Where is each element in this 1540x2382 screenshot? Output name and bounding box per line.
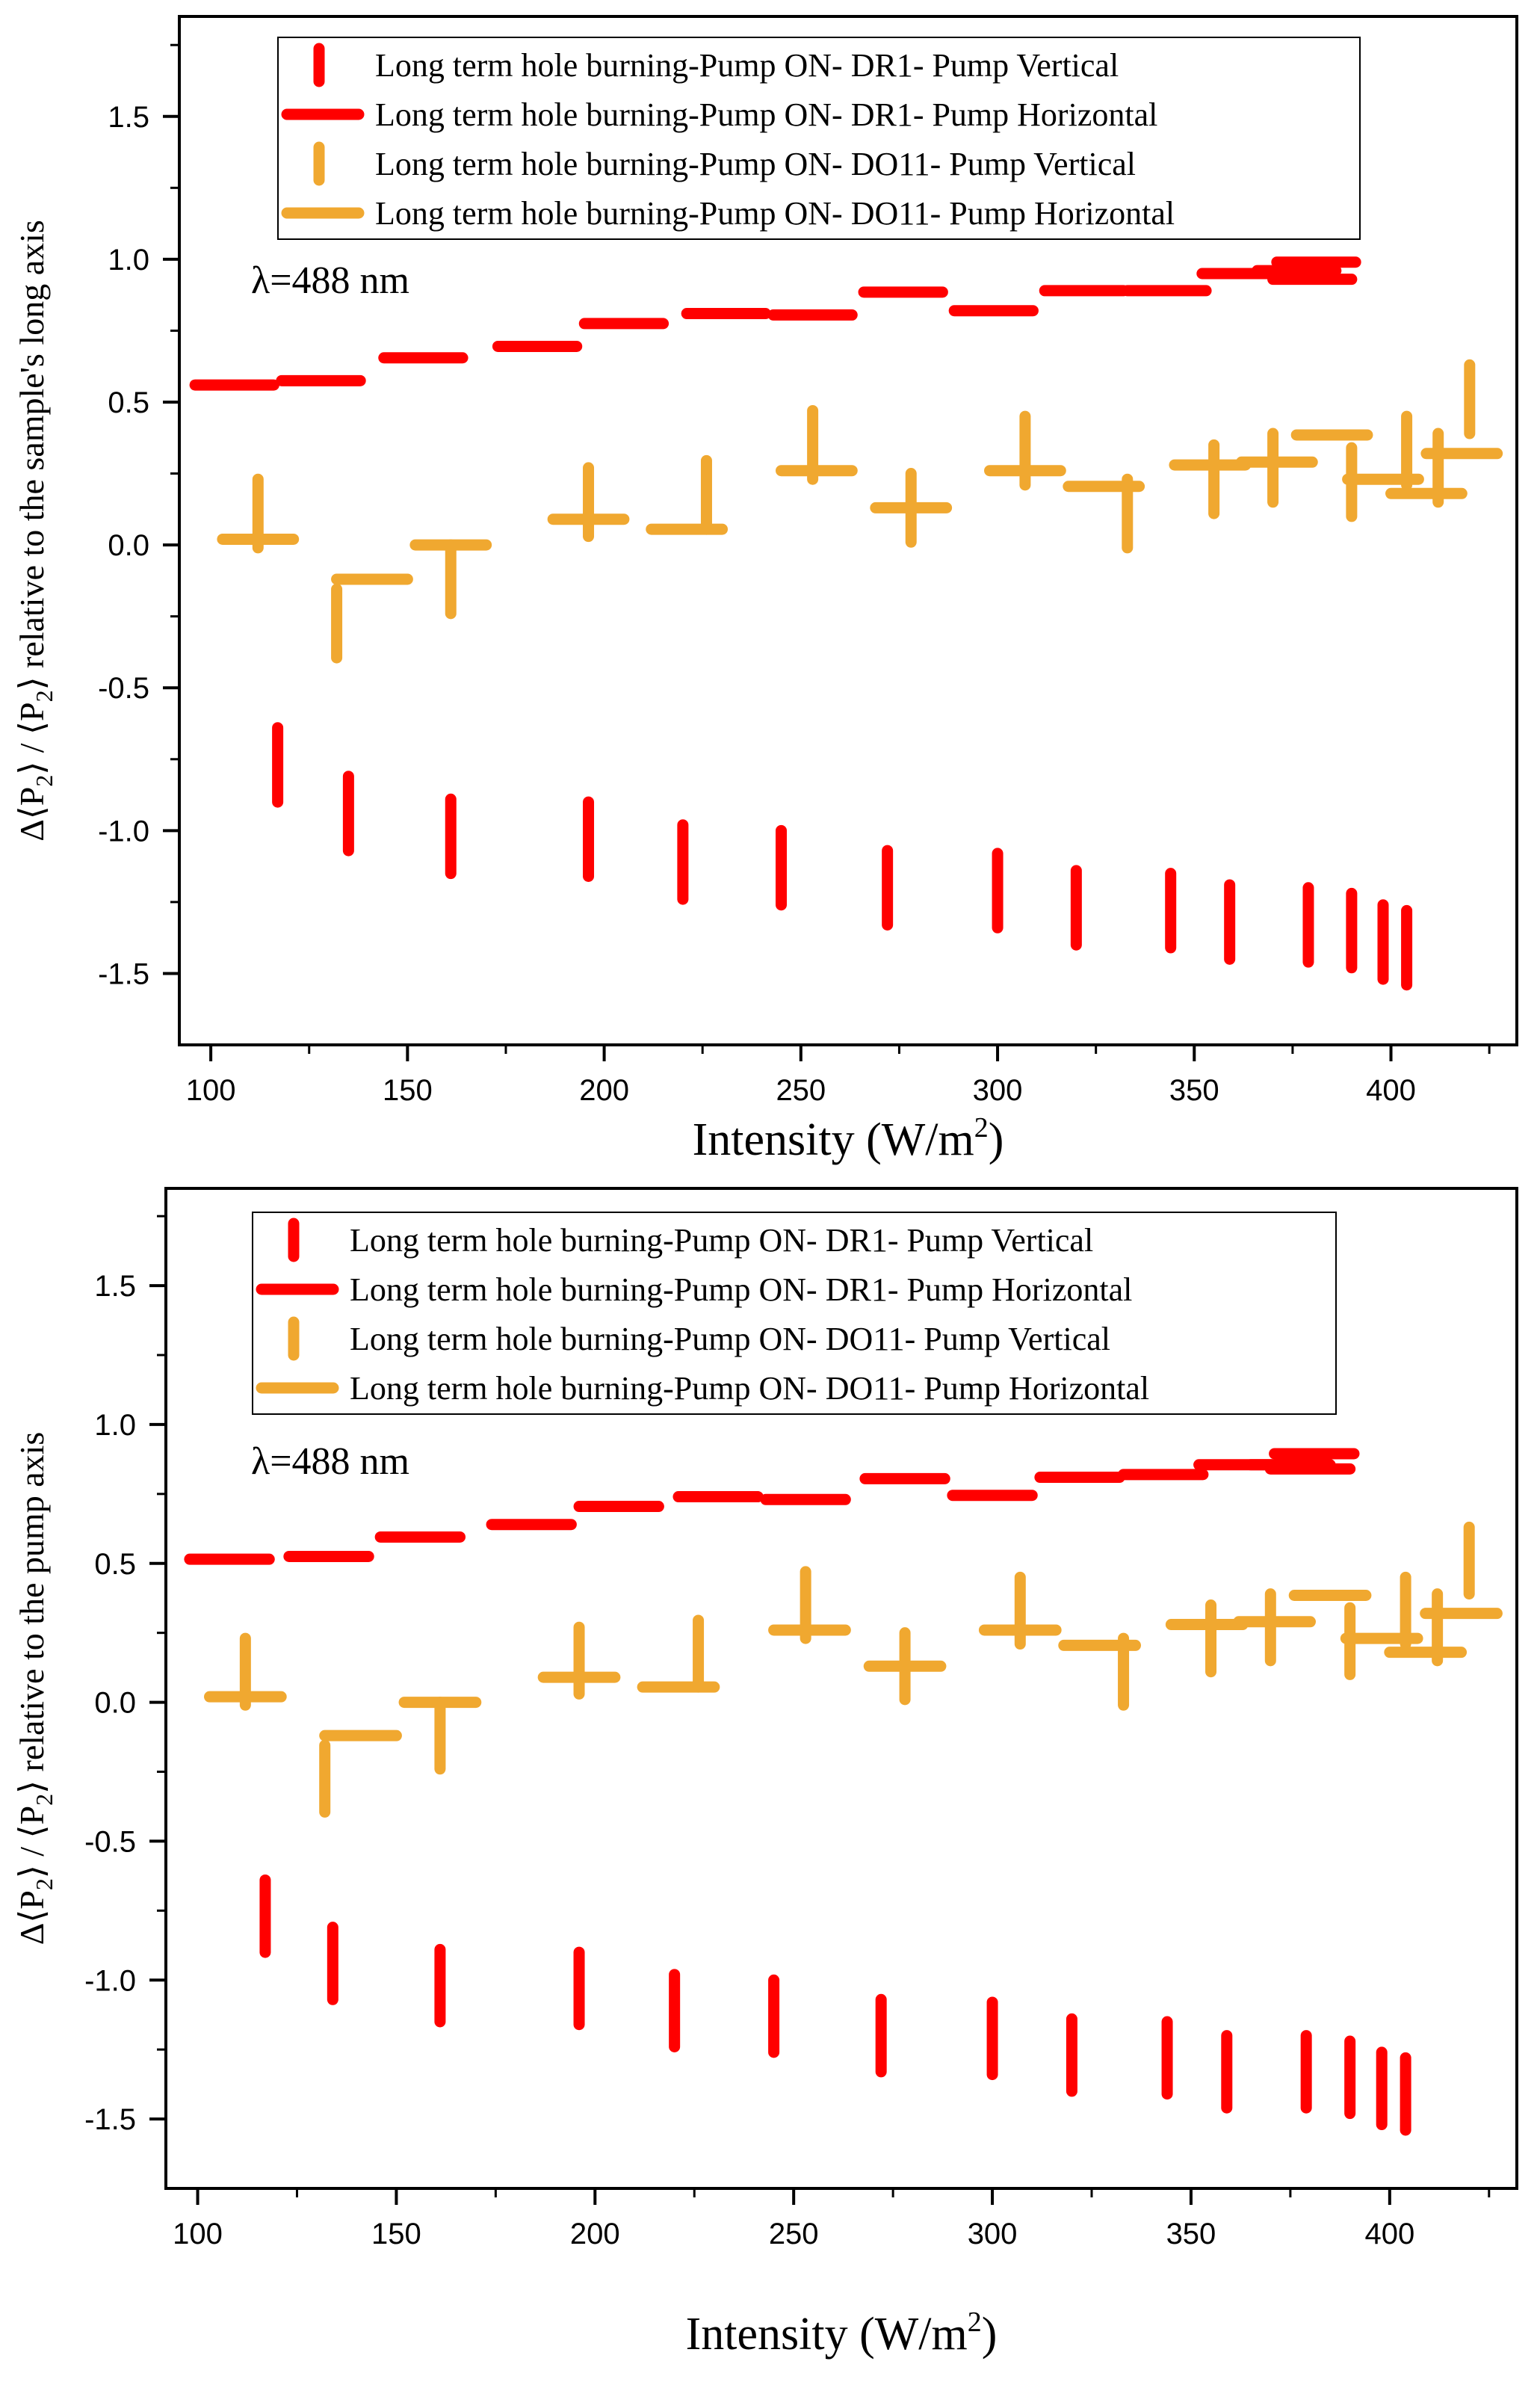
legend-label: Long term hole burning-Pump ON- DO11- Pu… bbox=[375, 195, 1175, 232]
x-tick-label: 150 bbox=[383, 1074, 433, 1107]
y-axis-title-sub: 2 bbox=[31, 775, 58, 787]
legend-label: Long term hole burning-Pump ON- DO11- Pu… bbox=[350, 1370, 1149, 1407]
x-tick-label: 300 bbox=[968, 2218, 1018, 2250]
chart-panel-2: 100 150 200 250 300 350 400 -1.5 -1.0 -0.5 0.0 0.5 1… bbox=[13, 1187, 1518, 2360]
x-tick-label: 250 bbox=[769, 2218, 819, 2250]
legend: Long term hole burning-Pump ON- DR1- Pum… bbox=[277, 37, 1361, 240]
y-tick-label: 1.5 bbox=[108, 101, 149, 134]
x-tick-label: 200 bbox=[570, 2218, 620, 2250]
y-tick-label: 1.5 bbox=[94, 1270, 136, 1303]
wavelength-annotation: λ=488 nm bbox=[251, 259, 409, 302]
y-tick-label: 0.0 bbox=[108, 529, 149, 562]
series-1 bbox=[259, 1874, 1411, 2136]
y-axis-title: Δ⟨P2⟩ / ⟨P2⟩ relative to the sample's lo… bbox=[13, 220, 58, 842]
legend: Long term hole burning-Pump ON- DR1- Pum… bbox=[252, 1212, 1337, 1415]
x-tick-label: 150 bbox=[371, 2218, 421, 2250]
y-axis-title: Δ⟨P2⟩ / ⟨P2⟩ relative to the pump axis bbox=[13, 1432, 58, 1946]
x-axis-title-close: ) bbox=[989, 1114, 1004, 1165]
y-tick-label: 0.5 bbox=[94, 1548, 136, 1581]
y-tick-label: -1.0 bbox=[98, 815, 149, 848]
chart-panel-1: 100 150 200 250 300 350 400 -1.5 -1.0 -0.5 0.0 0.5 1… bbox=[13, 15, 1518, 1165]
x-axis-title-base: Intensity (W/m bbox=[693, 1114, 974, 1165]
y-tick-label: 1.0 bbox=[108, 244, 149, 277]
series-2 bbox=[184, 1448, 1360, 1565]
y-tick-label: 0.0 bbox=[94, 1687, 136, 1720]
x-tick-label: 100 bbox=[173, 2218, 223, 2250]
y-axis-title-sub: 2 bbox=[31, 690, 58, 702]
series-3 bbox=[252, 359, 1476, 664]
plot-frame bbox=[178, 15, 1518, 1046]
x-axis-title-close: ) bbox=[982, 2309, 998, 2360]
x-tick-label: 200 bbox=[579, 1074, 629, 1107]
y-tick-label: 0.5 bbox=[108, 386, 149, 419]
legend-box bbox=[252, 1212, 1337, 1415]
y-axis-title-sub: 2 bbox=[31, 1878, 58, 1890]
x-tick-label: 250 bbox=[776, 1074, 826, 1107]
series-4 bbox=[217, 429, 1503, 585]
y-tick-label: -1.5 bbox=[98, 957, 149, 990]
legend-label: Long term hole burning-Pump ON- DR1- Pum… bbox=[375, 96, 1157, 133]
series-4 bbox=[203, 1589, 1503, 1741]
y-tick-label: -1.5 bbox=[84, 2103, 136, 2136]
y-axis-title-part: ⟩ relative to the sample's long axis bbox=[13, 220, 51, 690]
legend-label: Long term hole burning-Pump ON- DO11- Pu… bbox=[375, 146, 1136, 182]
series-3 bbox=[239, 1521, 1475, 1818]
legend-box bbox=[277, 37, 1361, 240]
y-axis-title-part: ⟩ / ⟨P bbox=[13, 702, 51, 774]
x-tick-label: 400 bbox=[1366, 1074, 1416, 1107]
legend-label: Long term hole burning-Pump ON- DR1- Pum… bbox=[350, 1271, 1132, 1308]
legend-label: Long term hole burning-Pump ON- DR1- Pum… bbox=[375, 47, 1119, 84]
y-axis-title-part: ⟩ relative to the pump axis bbox=[13, 1432, 51, 1794]
legend-label: Long term hole burning-Pump ON- DO11- Pu… bbox=[350, 1321, 1110, 1357]
x-axis-title: Intensity (W/m2) bbox=[686, 2307, 998, 2360]
x-axis-title: Intensity (W/m2) bbox=[693, 1112, 1004, 1165]
legend-label: Long term hole burning-Pump ON- DR1- Pum… bbox=[350, 1222, 1093, 1259]
x-tick-label: 100 bbox=[186, 1074, 236, 1107]
plot-frame bbox=[164, 1187, 1518, 2190]
x-tick-label: 400 bbox=[1364, 2218, 1414, 2250]
y-tick-label: -0.5 bbox=[84, 1825, 136, 1858]
series-2 bbox=[189, 256, 1361, 391]
y-axis-title-part: Δ⟨P bbox=[13, 787, 51, 842]
y-axis-title-part: Δ⟨P bbox=[13, 1890, 51, 1945]
x-tick-label: 300 bbox=[973, 1074, 1023, 1107]
series-1 bbox=[272, 722, 1413, 991]
x-axis-title-sup: 2 bbox=[974, 1112, 989, 1144]
y-axis-title-sub: 2 bbox=[31, 1794, 58, 1806]
x-tick-label: 350 bbox=[1166, 2218, 1216, 2250]
x-axis-title-sup: 2 bbox=[968, 2307, 982, 2338]
y-tick-label: -1.0 bbox=[84, 1964, 136, 1997]
x-axis-title-base: Intensity (W/m bbox=[686, 2309, 968, 2360]
y-tick-label: -0.5 bbox=[98, 672, 149, 705]
x-tick-label: 350 bbox=[1169, 1074, 1219, 1107]
y-tick-label: 1.0 bbox=[94, 1409, 136, 1442]
y-axis-title-part: ⟩ / ⟨P bbox=[13, 1806, 51, 1878]
wavelength-annotation: λ=488 nm bbox=[251, 1440, 409, 1483]
